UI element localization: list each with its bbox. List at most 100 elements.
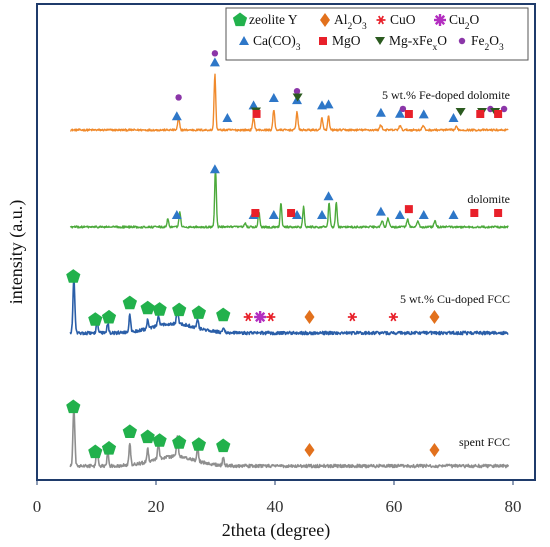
marker-cuo-series-2 [243, 312, 253, 322]
curve-label-dolomite: dolomite [467, 192, 510, 206]
legend-marker-mgfe [375, 37, 385, 45]
marker-zeolite-series-3 [101, 441, 117, 455]
marker-zeolite-series-3 [172, 435, 187, 449]
marker-caco3-series-0 [268, 93, 279, 103]
x-axis-title: 2theta (degree) [222, 520, 330, 541]
curve-label-cu-doped-fcc: 5 wt.% Cu-doped FCC [400, 292, 510, 306]
marker-al2o3-series-3 [429, 443, 440, 457]
marker-caco3-series-1 [323, 191, 334, 201]
x-tick-label-20: 20 [148, 497, 165, 516]
marker-caco3-series-1 [418, 210, 429, 219]
xrd-line-series-1 [69, 166, 509, 229]
x-tick-label-40: 40 [267, 497, 284, 516]
legend-marker-cu2o [434, 14, 446, 26]
legend-marker-fe2o3 [458, 37, 466, 45]
legend-item-al2o3: Al2O3 [320, 12, 367, 32]
marker-zeolite-series-3 [152, 433, 167, 447]
marker-zeolite-series-2 [216, 307, 231, 322]
legend-marker-zeolite [232, 12, 248, 27]
marker-caco3-series-0 [222, 113, 233, 122]
marker-al2o3-series-2 [304, 310, 315, 324]
legend-label-fe2o3: Fe2O3 [471, 33, 504, 53]
legend-frame [225, 7, 529, 61]
marker-caco3-series-0 [448, 112, 459, 122]
marker-zeolite-series-2 [101, 309, 117, 324]
marker-mgo-series-0 [494, 110, 503, 118]
legend-item-zeolite: zeolite Y [232, 12, 298, 27]
marker-cuo-series-2 [266, 312, 276, 322]
marker-mgfe-series-0 [455, 107, 466, 116]
marker-fe2o3-series-0 [293, 87, 301, 95]
marker-zeolite-series-2 [66, 269, 81, 283]
marker-zeolite-series-3 [88, 444, 103, 459]
legend-marker-caco3 [239, 36, 249, 45]
marker-al2o3-series-3 [304, 443, 315, 457]
marker-cuo-series-2 [388, 312, 398, 322]
marker-caco3-series-0 [209, 57, 220, 67]
marker-mgo-series-0 [252, 109, 261, 118]
legend-item-cu2o: Cu2O [434, 12, 480, 32]
marker-zeolite-series-2 [88, 312, 103, 326]
series-1 [69, 166, 509, 229]
series-2 [69, 278, 509, 336]
marker-mgo-series-1 [287, 209, 296, 217]
legend-item-mgo: MgO [319, 33, 361, 48]
marker-zeolite-series-2 [152, 302, 167, 316]
legend-label-caco3: Ca(CO)3 [253, 33, 301, 53]
marker-zeolite-series-2 [172, 302, 187, 317]
marker-mgo-series-1 [251, 208, 260, 217]
marker-mgfe-series-0 [292, 93, 303, 102]
curves-layer [69, 73, 510, 469]
legend-label-al2o3: Al2O3 [334, 12, 367, 32]
xrd-line-series-2 [69, 278, 509, 336]
legend-item-fe2o3: Fe2O3 [458, 33, 504, 53]
marker-caco3-series-1 [375, 206, 386, 216]
legend-item-mgfe: Mg-xFexO [375, 33, 447, 53]
legend-label-mgfe: Mg-xFexO [389, 33, 447, 53]
curve-label-spent-fcc: spent FCC [459, 435, 510, 449]
x-tick-label-80: 80 [505, 497, 522, 516]
chart-legend: zeolite Y Al2O3 CuO Cu2O Ca(CO)3 MgO Mg-xFexO F… [225, 7, 529, 61]
xrd-line-series-0 [70, 73, 509, 132]
marker-zeolite-series-2 [140, 300, 155, 315]
legend-label-zeolite: zeolite Y [249, 12, 298, 27]
marker-mgo-series-1 [404, 205, 413, 214]
marker-caco3-series-0 [394, 108, 405, 118]
marker-zeolite-series-2 [122, 295, 137, 310]
legend-marker-cuo [376, 15, 386, 25]
y-axis-title: intensity (a.u.) [6, 200, 27, 304]
series-3 [69, 408, 510, 469]
marker-caco3-series-1 [209, 164, 220, 174]
marker-caco3-series-0 [248, 100, 259, 110]
marker-caco3-series-1 [171, 209, 182, 219]
marker-fe2o3-series-0 [175, 94, 182, 101]
marker-caco3-series-1 [394, 210, 405, 219]
series-0 [70, 73, 509, 132]
marker-zeolite-series-3 [122, 424, 137, 438]
legend-item-caco3: Ca(CO)3 [239, 33, 301, 53]
marker-mgo-series-0 [404, 110, 413, 118]
x-tick-label-60: 60 [386, 497, 403, 516]
marker-caco3-series-1 [268, 210, 279, 219]
marker-caco3-series-0 [171, 111, 182, 121]
marker-zeolite-series-2 [191, 305, 206, 319]
marker-al2o3-series-2 [429, 310, 440, 324]
legend-label-mgo: MgO [332, 33, 361, 48]
marker-fe2o3-series-0 [211, 50, 219, 57]
curve-labels: 5 wt.% Fe-doped dolomite dolomite 5 wt.%… [382, 88, 510, 449]
marker-caco3-series-0 [418, 109, 429, 119]
marker-mgo-series-1 [494, 209, 503, 217]
curve-label-fe-doped-dolomite: 5 wt.% Fe-doped dolomite [382, 88, 510, 102]
marker-zeolite-series-3 [216, 438, 231, 453]
marker-caco3-series-1 [448, 210, 459, 219]
marker-zeolite-series-3 [140, 429, 155, 444]
markers-layer [66, 50, 508, 459]
marker-mgo-series-1 [470, 209, 479, 217]
x-tick-label-0: 0 [33, 497, 42, 516]
legend-label-cuo: CuO [390, 12, 416, 27]
legend-label-cu2o: Cu2O [449, 12, 480, 32]
x-axis: 0 20 40 60 80 [33, 480, 522, 516]
marker-cuo-series-2 [347, 312, 357, 322]
marker-zeolite-series-3 [191, 437, 206, 451]
